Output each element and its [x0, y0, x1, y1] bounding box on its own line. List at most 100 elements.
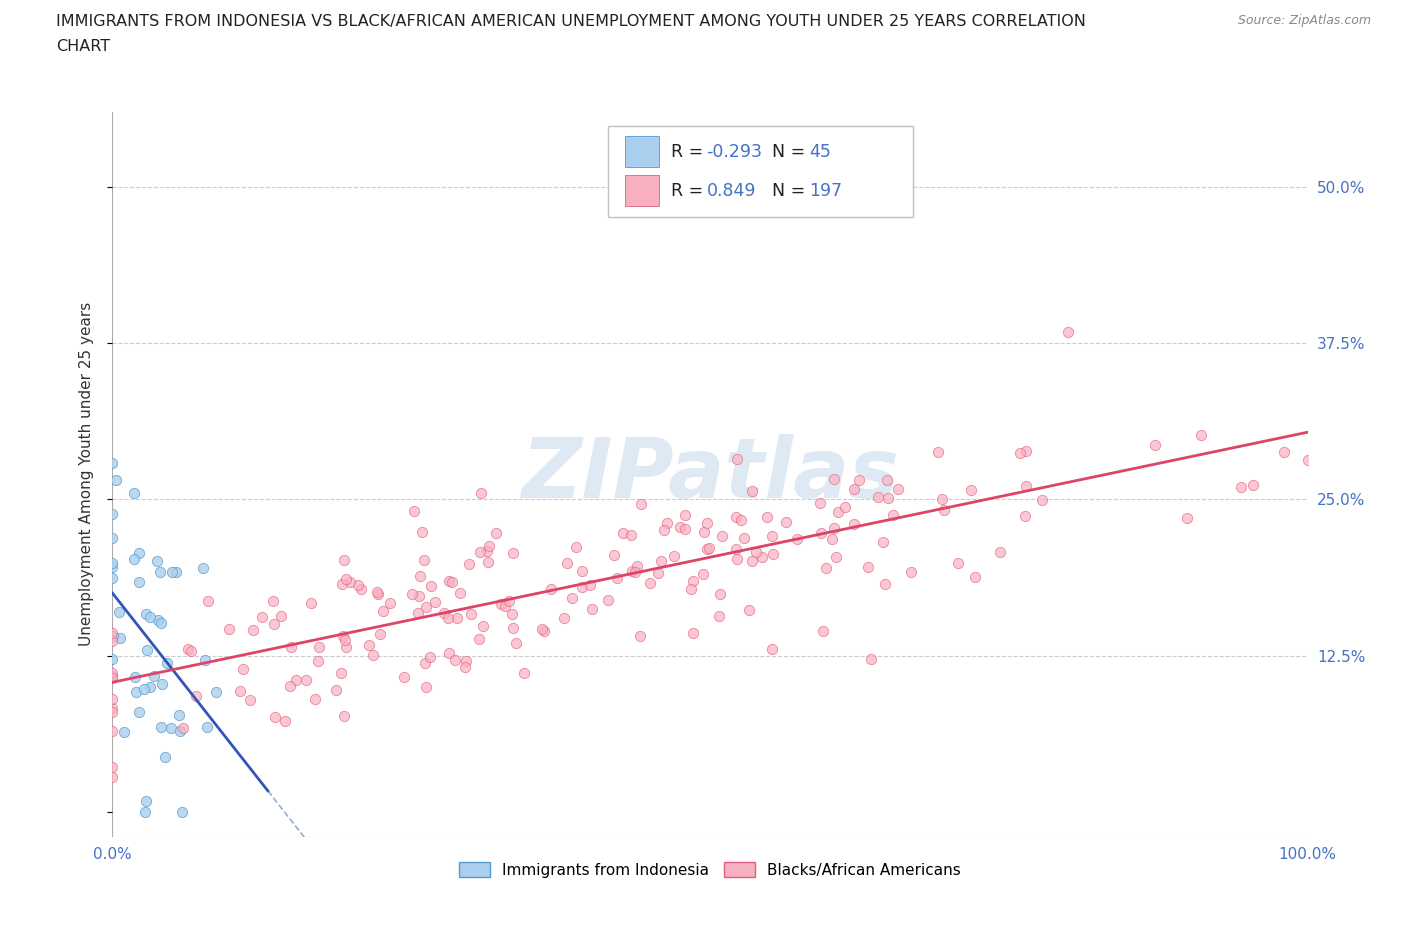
- Point: [412, 552, 434, 567]
- Point: [361, 647, 384, 662]
- Point: [308, 640, 330, 655]
- Point: [494, 599, 516, 614]
- Point: [437, 645, 460, 660]
- Point: [101, 555, 124, 570]
- Text: R =: R =: [671, 142, 709, 161]
- Point: [415, 600, 437, 615]
- Point: [270, 609, 292, 624]
- Text: Source: ZipAtlas.com: Source: ZipAtlas.com: [1237, 14, 1371, 27]
- Point: [135, 793, 157, 808]
- Point: [218, 621, 240, 636]
- Point: [408, 588, 430, 603]
- Point: [502, 620, 524, 635]
- Text: R =: R =: [671, 181, 709, 200]
- Point: [696, 516, 718, 531]
- Point: [101, 669, 124, 684]
- Point: [149, 720, 172, 735]
- Point: [101, 671, 124, 685]
- Point: [501, 606, 523, 621]
- Point: [232, 661, 254, 676]
- Point: [392, 670, 415, 684]
- Point: [657, 515, 679, 530]
- Point: [193, 561, 215, 576]
- Point: [169, 724, 191, 738]
- Point: [101, 705, 124, 720]
- Point: [456, 654, 478, 669]
- Point: [571, 563, 593, 578]
- Point: [477, 554, 499, 569]
- Point: [101, 530, 124, 545]
- Point: [963, 569, 986, 584]
- Point: [335, 632, 357, 647]
- Point: [299, 596, 322, 611]
- Point: [359, 638, 381, 653]
- Point: [1241, 477, 1264, 492]
- Point: [101, 633, 124, 648]
- Point: [252, 610, 274, 625]
- Point: [844, 516, 866, 531]
- Point: [882, 508, 904, 523]
- Point: [647, 565, 669, 580]
- Point: [555, 555, 578, 570]
- Point: [406, 605, 429, 620]
- Point: [775, 514, 797, 529]
- Point: [162, 565, 184, 579]
- Point: [478, 538, 501, 553]
- Point: [366, 585, 388, 600]
- Point: [606, 571, 628, 586]
- Point: [533, 623, 555, 638]
- Point: [101, 626, 124, 641]
- Point: [285, 672, 308, 687]
- Point: [242, 623, 264, 638]
- Point: [101, 666, 124, 681]
- Point: [673, 522, 696, 537]
- Point: [693, 525, 716, 539]
- Point: [472, 618, 495, 633]
- Point: [156, 656, 179, 671]
- Point: [180, 644, 202, 658]
- Point: [125, 684, 148, 699]
- Text: -0.293: -0.293: [706, 142, 762, 161]
- Point: [458, 556, 481, 571]
- Point: [167, 707, 190, 722]
- Point: [138, 680, 160, 695]
- Point: [1229, 480, 1251, 495]
- Point: [682, 625, 704, 640]
- Point: [696, 542, 718, 557]
- Point: [425, 595, 447, 610]
- Point: [101, 456, 124, 471]
- Point: [741, 484, 763, 498]
- Point: [623, 565, 645, 580]
- Point: [630, 497, 652, 512]
- Point: [128, 704, 150, 719]
- Point: [741, 553, 763, 568]
- Point: [1015, 478, 1038, 493]
- Point: [444, 652, 467, 667]
- Point: [612, 525, 634, 540]
- Point: [449, 585, 471, 600]
- Point: [460, 606, 482, 621]
- Point: [1296, 453, 1319, 468]
- Point: [378, 596, 401, 611]
- Point: [128, 574, 150, 589]
- Point: [960, 483, 983, 498]
- Text: N =: N =: [772, 142, 811, 161]
- Point: [751, 550, 773, 565]
- Point: [128, 546, 150, 561]
- Point: [367, 587, 389, 602]
- Point: [681, 581, 703, 596]
- Point: [470, 545, 492, 560]
- Point: [578, 578, 600, 592]
- Point: [404, 504, 426, 519]
- Text: N =: N =: [772, 181, 811, 200]
- Point: [101, 560, 124, 575]
- Point: [467, 631, 489, 646]
- Point: [101, 652, 124, 667]
- Point: [638, 576, 661, 591]
- Point: [872, 535, 894, 550]
- Point: [139, 609, 162, 624]
- Point: [931, 492, 953, 507]
- Point: [1056, 325, 1078, 339]
- Point: [103, 628, 125, 643]
- Point: [530, 621, 553, 636]
